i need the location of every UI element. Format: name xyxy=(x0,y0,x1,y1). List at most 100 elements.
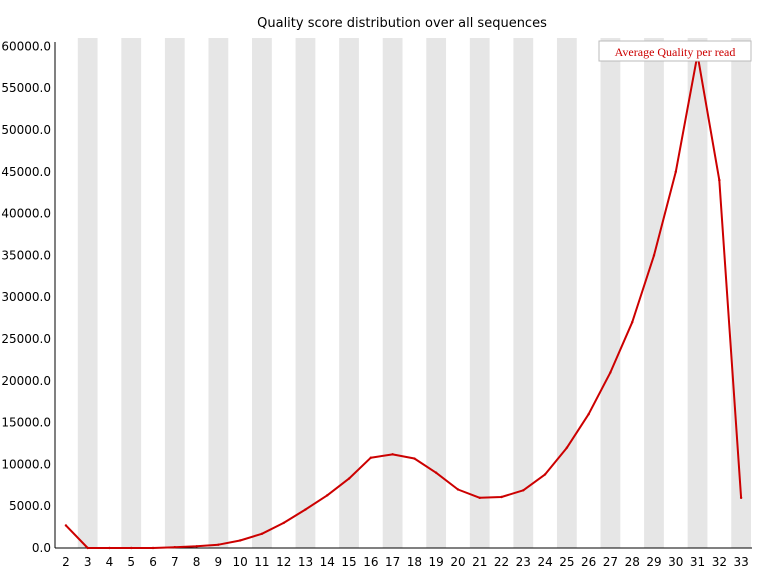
y-tick-label: 55000.0 xyxy=(1,81,51,95)
data-point xyxy=(195,545,198,548)
x-tick-label: 11 xyxy=(254,555,269,569)
grid-band xyxy=(164,38,185,548)
grid-band xyxy=(252,38,272,548)
grid-band xyxy=(382,38,403,548)
x-tick-labels: 2 3 4 5 6 7 8 9 10 11 12 13 14 15 16 17 18 19 20 21 22 23 24 25… xyxy=(62,555,749,569)
y-tick-labels: 0.0 5000.0 10000.0 15000.0 20000.0 25000.0 300… xyxy=(1,39,51,555)
y-tick-label: 60000.0 xyxy=(1,39,51,53)
x-tick-label: 26 xyxy=(581,555,596,569)
data-point xyxy=(413,457,416,460)
data-point xyxy=(543,473,547,476)
grid-band xyxy=(426,38,447,548)
x-tick-label: 19 xyxy=(429,555,444,569)
data-point xyxy=(173,545,176,549)
x-tick-label: 30 xyxy=(668,555,683,569)
y-tick-label: 45000.0 xyxy=(1,165,51,179)
y-tick-label: 5000.0 xyxy=(9,499,51,513)
x-tick-label: 5 xyxy=(127,555,135,569)
series-layer xyxy=(64,53,743,550)
y-tick-label: 20000.0 xyxy=(1,374,51,388)
grid-band xyxy=(295,38,316,548)
data-point xyxy=(631,321,634,324)
x-tick-label: 16 xyxy=(363,555,378,569)
chart-title: Quality score distribution over all sequ… xyxy=(257,16,547,31)
x-tick-label: 3 xyxy=(84,555,92,569)
grid-band xyxy=(644,38,664,548)
y-tick-label: 15000.0 xyxy=(1,416,51,430)
legend-label: Average Quality per read xyxy=(615,45,736,59)
x-tick-label: 27 xyxy=(603,555,618,569)
data-point xyxy=(130,546,133,550)
grid-bands xyxy=(77,38,751,548)
grid-band xyxy=(687,38,708,548)
grid-band xyxy=(77,38,98,548)
data-point xyxy=(260,532,264,535)
data-point xyxy=(587,413,590,416)
x-tick-label: 33 xyxy=(733,555,748,569)
x-tick-label: 17 xyxy=(385,555,400,569)
data-point xyxy=(369,456,373,459)
data-point xyxy=(522,489,525,492)
grid-band xyxy=(731,38,751,548)
data-point xyxy=(108,546,111,550)
x-tick-label: 8 xyxy=(193,555,201,569)
x-tick-label: 6 xyxy=(149,555,157,569)
legend-box xyxy=(598,40,752,62)
y-tick-label: 35000.0 xyxy=(1,248,51,262)
data-point xyxy=(434,471,438,474)
x-tick-label: 20 xyxy=(450,555,465,569)
data-point xyxy=(238,539,242,542)
data-point xyxy=(151,546,155,550)
y-tick-label: 10000.0 xyxy=(1,457,51,471)
data-point xyxy=(282,521,285,525)
x-tick-label: 7 xyxy=(171,555,179,569)
data-point xyxy=(304,508,307,511)
data-point xyxy=(217,543,220,546)
x-tick-label: 25 xyxy=(559,555,574,569)
data-point xyxy=(739,496,743,500)
y-tick-label: 25000.0 xyxy=(1,332,51,346)
x-tick-label: 24 xyxy=(537,555,552,569)
data-point xyxy=(64,524,68,527)
y-tick-label: 0.0 xyxy=(32,541,51,555)
data-point xyxy=(609,371,612,374)
x-tick-label: 32 xyxy=(712,555,727,569)
x-tick-label: 4 xyxy=(106,555,114,569)
x-tick-label: 13 xyxy=(298,555,313,569)
x-tick-label: 28 xyxy=(625,555,640,569)
x-tick-label: 29 xyxy=(646,555,661,569)
data-point xyxy=(674,170,677,173)
x-tick-label: 15 xyxy=(341,555,356,569)
x-tick-label: 18 xyxy=(407,555,422,569)
x-tick-label: 10 xyxy=(233,555,248,569)
grid-band xyxy=(556,38,577,548)
x-tick-label: 2 xyxy=(62,555,70,569)
data-point xyxy=(391,453,394,456)
grid-band xyxy=(208,38,229,548)
data-point xyxy=(565,446,569,449)
data-point xyxy=(456,488,460,491)
y-tick-label: 30000.0 xyxy=(1,290,51,304)
data-point xyxy=(478,496,481,500)
grid-band xyxy=(339,38,359,548)
legend: Average Quality per read xyxy=(598,40,752,62)
x-tick-label: 22 xyxy=(494,555,509,569)
x-tick-label: 9 xyxy=(215,555,223,569)
grid-band xyxy=(600,38,621,548)
data-point xyxy=(86,546,89,550)
data-point xyxy=(652,254,656,257)
data-point xyxy=(500,495,503,499)
series-line xyxy=(65,53,743,549)
grid-band xyxy=(469,38,490,548)
y-tick-label: 40000.0 xyxy=(1,207,51,221)
x-tick-label: 31 xyxy=(690,555,705,569)
x-tick-label: 23 xyxy=(516,555,531,569)
data-point xyxy=(326,494,329,497)
x-tick-label: 21 xyxy=(472,555,487,569)
grid-band xyxy=(513,38,534,548)
x-tick-label: 14 xyxy=(320,555,335,569)
grid-band xyxy=(121,38,142,548)
x-tick-label: 12 xyxy=(276,555,291,569)
y-tick-label: 50000.0 xyxy=(1,123,51,137)
